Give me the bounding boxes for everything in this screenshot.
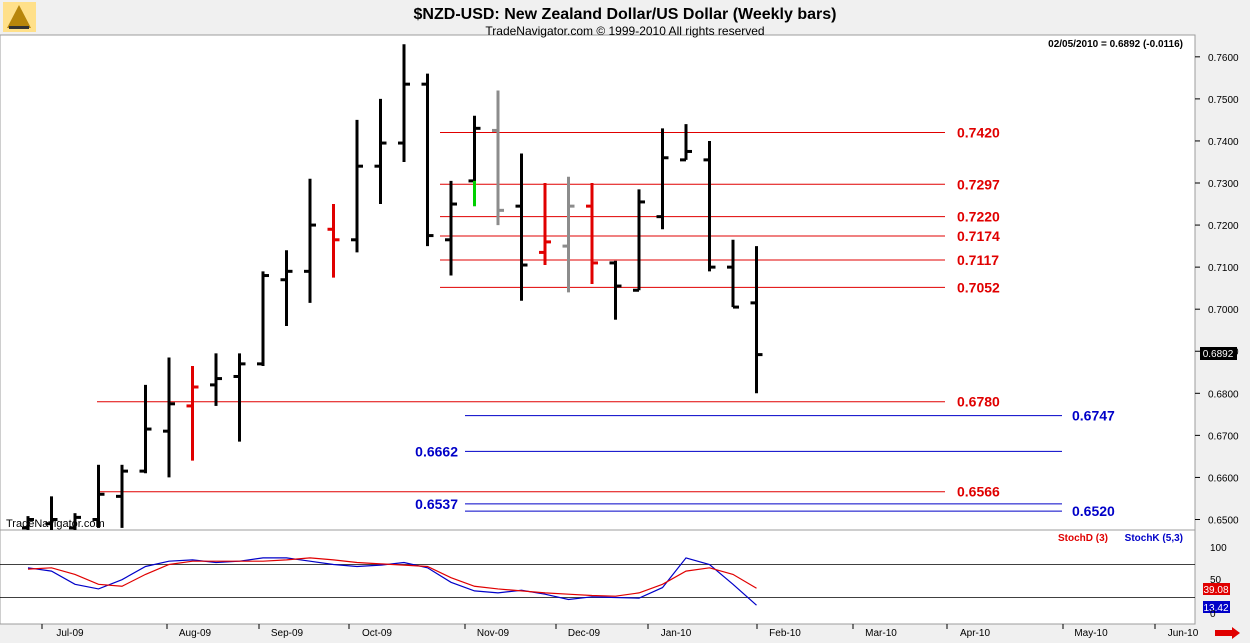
logo-icon	[3, 2, 36, 32]
stoch-d-line	[27, 557, 757, 597]
y-tick-label: 0.7200	[1208, 221, 1239, 232]
stochastic-panel	[0, 529, 1196, 625]
red-level-label: 0.7297	[957, 176, 1000, 192]
red-level-label: 0.7220	[957, 209, 1000, 225]
blue-level-label: 0.6662	[415, 443, 458, 459]
stoch-axis-50: 50	[1210, 575, 1222, 586]
red-level-label: 0.6566	[957, 484, 1000, 500]
y-tick-label: 0.7300	[1208, 179, 1239, 190]
x-tick-label: Apr-10	[960, 628, 990, 639]
scroll-right-arrow-icon[interactable]	[1213, 627, 1241, 639]
stoch-k-line	[27, 557, 757, 606]
x-tick-label: Feb-10	[769, 628, 801, 639]
red-level-label: 0.6780	[957, 394, 1000, 410]
stoch-axis-100: 100	[1210, 543, 1227, 554]
last-price-tag: 0.6892	[1200, 347, 1237, 360]
x-tick-label: May-10	[1074, 628, 1108, 639]
watermark-text: TradeNavigator.com	[6, 518, 105, 530]
y-tick-label: 0.7500	[1208, 95, 1239, 106]
y-tick-label: 0.7100	[1208, 263, 1239, 274]
y-tick-label: 0.6600	[1208, 473, 1239, 484]
stoch-d-legend: StochD (3)	[1058, 533, 1108, 544]
ohlc-bars	[22, 44, 763, 530]
y-tick-label: 0.7600	[1208, 53, 1239, 64]
stoch-k-legend: StochK (5,3)	[1125, 533, 1183, 544]
x-tick-label: Nov-09	[477, 628, 510, 639]
y-tick-label: 0.7000	[1208, 305, 1239, 316]
y-tick-label: 0.6500	[1208, 515, 1239, 526]
chart-title: $NZD-USD: New Zealand Dollar/US Dollar (…	[414, 6, 837, 23]
stoch-d-tag: 39.08	[1203, 583, 1230, 596]
red-level-label: 0.7052	[957, 279, 1000, 295]
y-tick-label: 0.7400	[1208, 137, 1239, 148]
stochastic-indicator	[0, 557, 1195, 606]
blue-level-label: 0.6520	[1072, 503, 1115, 519]
last-value-readout: 02/05/2010 = 0.6892 (-0.0116)	[1048, 39, 1183, 50]
x-tick-label: Mar-10	[865, 628, 897, 639]
y-tick-label: 0.6700	[1208, 431, 1239, 442]
red-level-label: 0.7420	[957, 125, 1000, 141]
x-tick-label: Dec-09	[568, 628, 601, 639]
x-axis: Jul-09 Aug-09 Sep-09 Oct-09 Nov-09 Dec-09 Jan-…	[41, 624, 1199, 639]
red-level-label: 0.7174	[957, 228, 1000, 244]
stoch-k-tag: 13.42	[1203, 601, 1230, 614]
x-tick-label: Jul-09	[56, 628, 84, 639]
copyright-text: TradeNavigator.com © 1999-2010 All right…	[485, 24, 764, 38]
stoch-axis-0: 0	[1210, 609, 1216, 620]
blue-level-label: 0.6747	[1072, 408, 1115, 424]
x-tick-label: Sep-09	[271, 628, 304, 639]
price-panel	[0, 34, 1196, 531]
x-tick-label: Jun-10	[1168, 628, 1199, 639]
y-tick-label: 0.6800	[1208, 389, 1239, 400]
y-axis: 0.65000.66000.67000.68000.69000.70000.71…	[1195, 53, 1239, 526]
last-price-label: 0.6892	[1203, 349, 1234, 360]
blue-level-label: 0.6537	[415, 496, 458, 512]
x-tick-label: Aug-09	[179, 628, 212, 639]
stoch-d-value: 39.08	[1203, 585, 1228, 596]
red-level-label: 0.7117	[957, 252, 999, 268]
x-tick-label: Jan-10	[661, 628, 692, 639]
stoch-k-value: 13.42	[1203, 603, 1228, 614]
x-tick-label: Oct-09	[362, 628, 392, 639]
